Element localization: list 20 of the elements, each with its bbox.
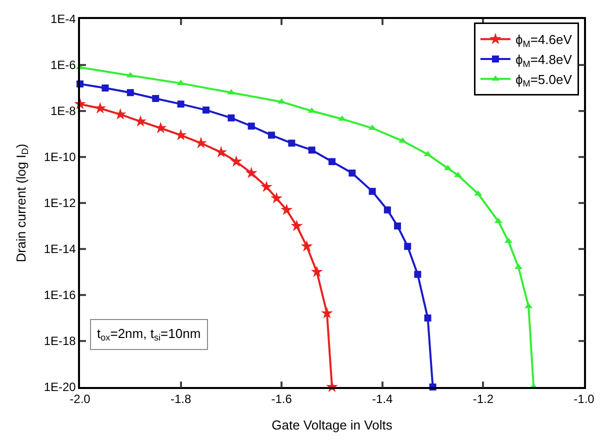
- x-tick-label: -1.6: [271, 392, 292, 406]
- y-tick-label: 1E-6: [50, 58, 76, 72]
- annotation: t$_{ox}$=2nm, t$_{si}$=10nm: [97, 326, 201, 343]
- legend-label: ϕ$_{M}$=5.0eV: [515, 72, 572, 89]
- x-tick-label: -1.8: [170, 392, 192, 406]
- y-tick-label: 1E-18: [44, 334, 76, 348]
- y-tick-label: 1E-10: [44, 150, 76, 164]
- y-tick-label: 1E-12: [44, 196, 76, 210]
- y-tick-label: 1E-20: [44, 380, 76, 394]
- legend-label: ϕ$_{M}$=4.8eV: [515, 52, 572, 69]
- y-tick-label: 1E-16: [44, 288, 76, 302]
- legend-label: ϕ$_{M}$=4.6eV: [515, 32, 572, 49]
- y-tick-label: 1E-8: [50, 104, 76, 118]
- y-tick-label: 1E-14: [44, 242, 76, 256]
- x-axis-title: Gate Voltage in Volts: [272, 417, 393, 432]
- y-tick-label: 1E-4: [50, 12, 76, 26]
- x-tick-label: -1.2: [472, 392, 494, 406]
- x-tick-label: -1.0: [574, 392, 595, 406]
- x-tick-label: -2.0: [70, 392, 91, 406]
- x-tick-label: -1.4: [372, 392, 394, 406]
